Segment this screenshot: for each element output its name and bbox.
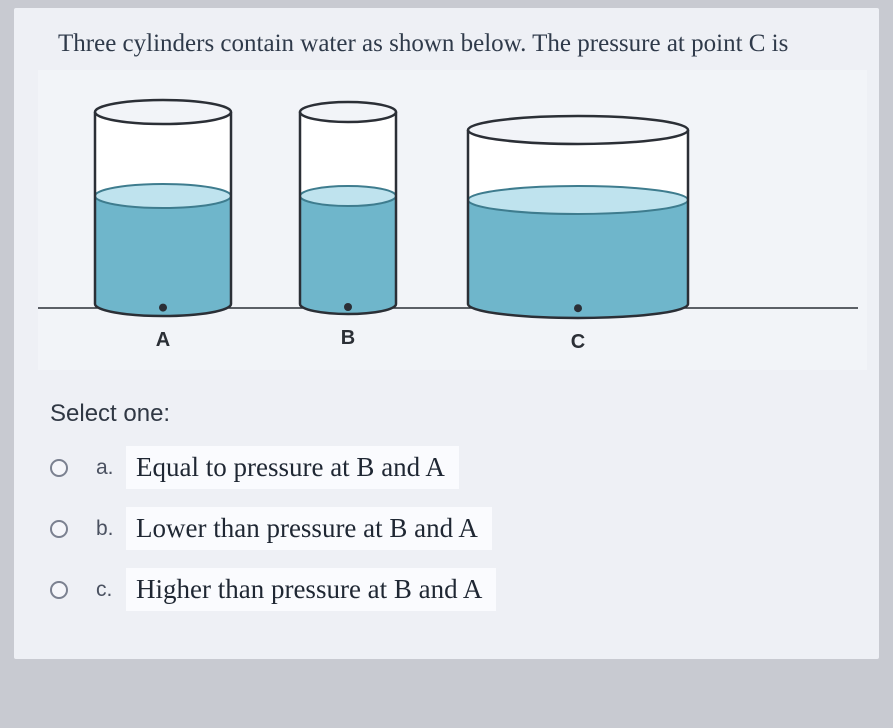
option-text: Higher than pressure at B and A [126, 568, 496, 611]
cylinders-diagram: A B C [38, 70, 867, 370]
svg-text:C: C [571, 331, 585, 353]
answers-block: Select one: a. Equal to pressure at B an… [14, 370, 879, 611]
diagram-svg: A B C [38, 70, 858, 370]
svg-text:B: B [341, 327, 355, 349]
option-text: Equal to pressure at B and A [126, 446, 459, 489]
radio-b[interactable] [50, 520, 68, 538]
option-row[interactable]: a. Equal to pressure at B and A [50, 446, 859, 489]
option-letter: a. [96, 456, 126, 480]
svg-text:A: A [156, 329, 170, 351]
option-row[interactable]: c. Higher than pressure at B and A [50, 568, 859, 611]
question-text: Three cylinders contain water as shown b… [14, 8, 879, 66]
question-sheet: Three cylinders contain water as shown b… [14, 8, 879, 659]
select-one-label: Select one: [50, 400, 859, 428]
radio-c[interactable] [50, 581, 68, 599]
option-row[interactable]: b. Lower than pressure at B and A [50, 507, 859, 550]
option-text: Lower than pressure at B and A [126, 507, 492, 550]
option-letter: c. [96, 578, 126, 602]
radio-a[interactable] [50, 459, 68, 477]
option-letter: b. [96, 517, 126, 541]
